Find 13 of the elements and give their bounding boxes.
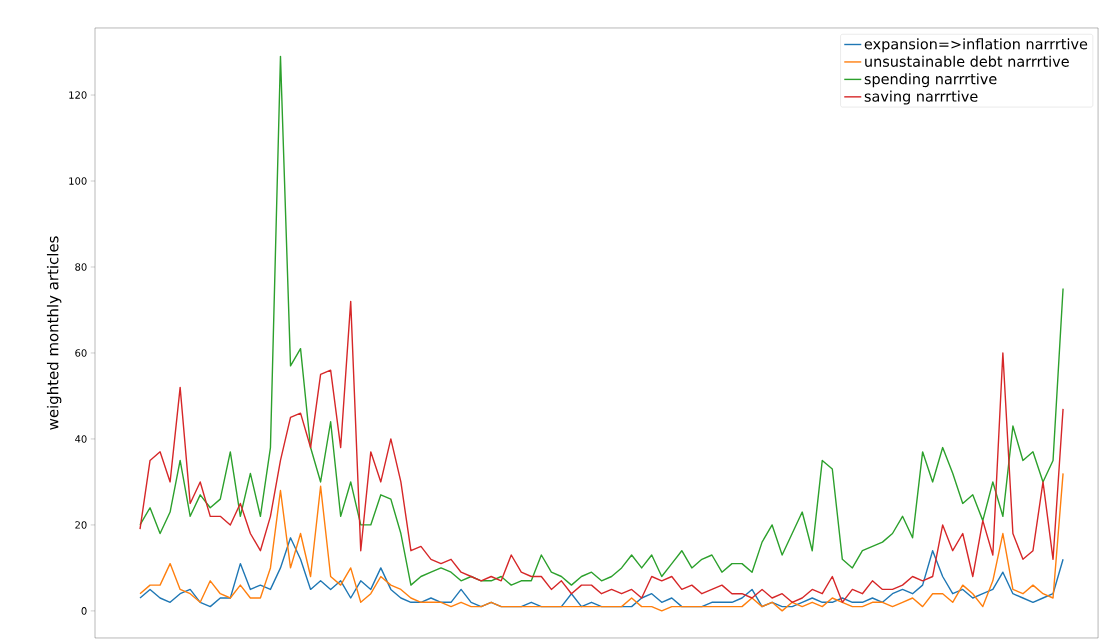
y-tick-label: 0: [81, 607, 87, 615]
legend-label: unsustainable debt narrrtive: [865, 55, 1069, 67]
y-tick-label: 40: [75, 435, 87, 443]
legend-label: expansion=>inflation narrrtive: [864, 38, 1088, 53]
y-tick-label: 120: [69, 91, 87, 99]
y-tick-label: 20: [75, 521, 87, 529]
line-series: [139, 300, 1064, 603]
y-tick-label: 100: [69, 177, 87, 185]
legend-label: spending narrrtive: [864, 73, 997, 88]
y-tick-label: 80: [75, 263, 87, 271]
y-tick-label: 60: [75, 349, 87, 357]
legend-label: saving narrrtive: [864, 90, 978, 105]
y-axis-title: weighted monthly articles: [46, 236, 62, 430]
